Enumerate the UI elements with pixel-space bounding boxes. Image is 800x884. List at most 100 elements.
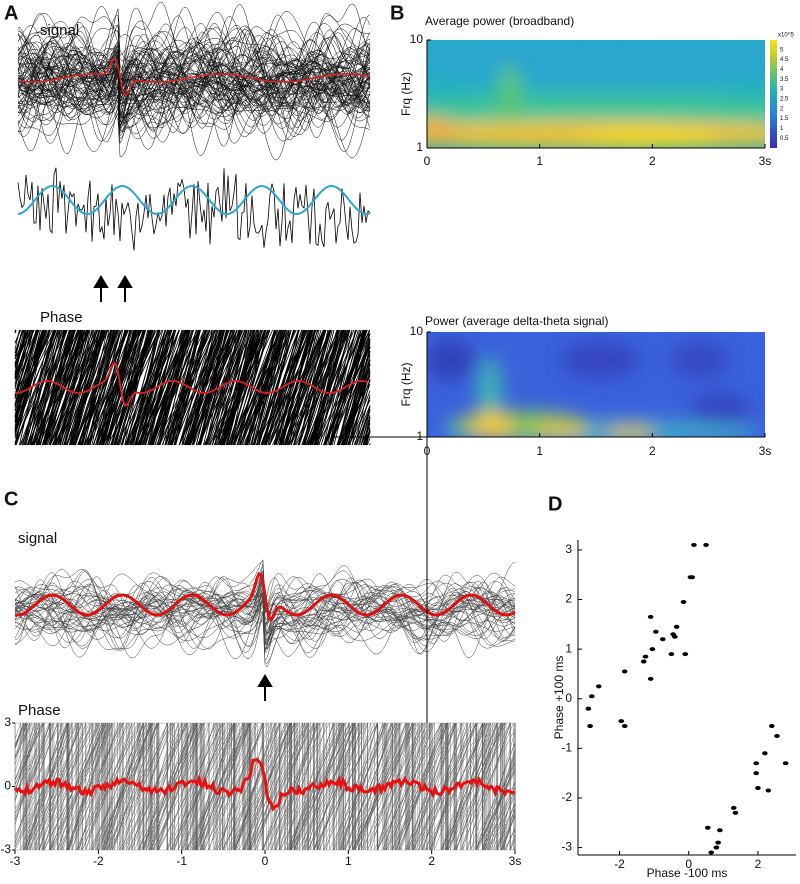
- y-axis-label: Frq (Hz): [399, 363, 413, 407]
- colorbar: [770, 40, 777, 148]
- point: [640, 659, 647, 664]
- y-tick-label: -1: [561, 741, 572, 755]
- point: [713, 845, 720, 850]
- trace: [17, 16, 371, 121]
- panel-label: D: [548, 493, 562, 515]
- y-tick-label: -3: [561, 840, 572, 854]
- heat-blob: [560, 342, 640, 378]
- trace: [14, 591, 516, 638]
- trace: [17, 51, 371, 97]
- point: [708, 850, 715, 855]
- point: [755, 786, 761, 791]
- point: [618, 719, 625, 724]
- point: [673, 624, 680, 629]
- x-tick-label: -2: [614, 857, 625, 871]
- trace: [17, 16, 371, 128]
- trace: [14, 575, 516, 620]
- phase-trace: [14, 329, 371, 446]
- x-tick-label: 0: [424, 154, 431, 168]
- heat-blob: [580, 128, 720, 148]
- trace: [17, 33, 371, 112]
- x-tick-label: 2: [428, 854, 435, 868]
- x-tick-label: 2: [649, 154, 656, 168]
- y-tick-label: 3: [565, 542, 572, 556]
- point: [682, 652, 689, 657]
- trace: [17, 73, 371, 137]
- panel-label: B: [390, 2, 404, 24]
- y-tick-label: -2: [561, 790, 572, 804]
- trace: [17, 67, 370, 108]
- panel-label: C: [4, 488, 18, 510]
- trace: [17, 5, 371, 121]
- trace: [17, 64, 371, 114]
- x-tick-label: -1: [176, 854, 187, 868]
- heatmap-field: [427, 40, 765, 148]
- y-axis-label: Phase +100 ms: [552, 656, 566, 740]
- trace: [14, 570, 516, 624]
- point: [715, 840, 721, 845]
- heat-blob: [470, 411, 514, 437]
- point: [703, 542, 709, 547]
- point: [659, 637, 666, 642]
- heat-blob: [605, 425, 655, 437]
- trace: [17, 33, 371, 132]
- colorbar-tick-label: 5: [780, 47, 784, 53]
- point: [689, 575, 695, 580]
- point: [647, 676, 654, 681]
- colorbar-label: x10^5: [778, 33, 794, 39]
- trace: [17, 26, 371, 156]
- heatmap: [427, 40, 765, 148]
- point: [768, 724, 775, 729]
- trace: [17, 41, 371, 161]
- trace: [17, 25, 371, 116]
- trace: [14, 592, 516, 646]
- x-tick-label: 1: [345, 854, 352, 868]
- mean-trace: [17, 184, 371, 216]
- x-axis-label: Phase -100 ms: [647, 866, 728, 880]
- point: [595, 684, 602, 689]
- panel-title: Phase: [18, 702, 61, 719]
- heat-blob: [427, 40, 765, 85]
- point: [717, 828, 723, 833]
- y-tick-label: 0: [4, 779, 11, 793]
- panel-label: A: [4, 2, 18, 24]
- x-tick-label: 3s: [759, 444, 772, 458]
- point: [668, 652, 675, 657]
- point: [642, 654, 649, 659]
- point: [649, 647, 656, 652]
- trace: [17, 31, 371, 99]
- point: [589, 694, 595, 699]
- y-tick-label: -3: [0, 842, 11, 856]
- trace: [17, 41, 371, 128]
- trace: [17, 167, 371, 251]
- heat-blob: [498, 65, 522, 125]
- trace: [17, 42, 371, 147]
- arrows: [93, 275, 273, 701]
- x-tick-label: 3s: [509, 854, 522, 868]
- point: [732, 810, 739, 815]
- trace: [14, 579, 516, 668]
- x-tick-label: 2: [649, 444, 656, 458]
- colorbar-tick-label: 2: [780, 106, 784, 112]
- trace: [14, 581, 516, 626]
- point: [691, 542, 697, 547]
- point: [672, 634, 678, 639]
- trace: [14, 599, 516, 645]
- y-tick-label: 1: [416, 140, 423, 154]
- point: [753, 761, 760, 766]
- phase-trace: [14, 329, 371, 446]
- point: [587, 724, 593, 729]
- point: [621, 724, 628, 729]
- colorbar-tick-label: 4.5: [780, 57, 789, 63]
- heat-blob: [427, 118, 460, 146]
- x-tick-label: 2: [755, 857, 762, 871]
- trace: [17, 15, 371, 115]
- colorbar-tick-label: 3: [780, 87, 784, 93]
- point: [680, 600, 687, 605]
- point: [762, 751, 768, 756]
- point: [585, 706, 592, 711]
- x-tick-label: 0: [685, 857, 692, 871]
- trace: [17, 50, 371, 128]
- trace: [17, 23, 371, 128]
- trace: [17, 21, 371, 101]
